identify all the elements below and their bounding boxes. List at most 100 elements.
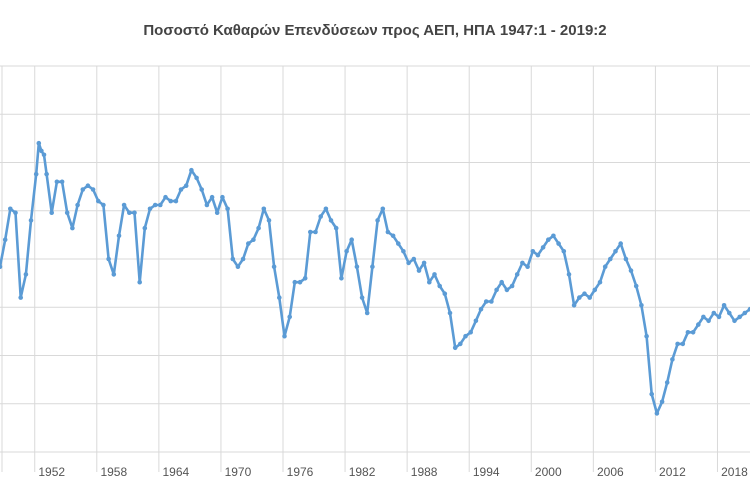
data-point (364, 310, 370, 316)
data-point (483, 299, 489, 304)
data-point (690, 330, 696, 335)
data-point (499, 279, 505, 285)
data-point (633, 283, 639, 289)
data-point (96, 198, 101, 204)
data-point (277, 295, 282, 300)
data-point (39, 148, 44, 154)
data-point (54, 179, 60, 185)
x-tick-label: 2000 (535, 465, 562, 479)
data-point (2, 237, 8, 242)
data-point (489, 299, 494, 304)
data-point (473, 318, 479, 324)
data-point (230, 256, 236, 262)
x-tick-label: 1988 (411, 465, 438, 479)
data-point (147, 206, 153, 212)
x-tick-label: 1964 (163, 465, 190, 479)
data-point (504, 287, 510, 293)
data-point (509, 283, 515, 289)
data-point (328, 218, 334, 223)
data-point (478, 306, 484, 312)
data-point (323, 206, 329, 212)
data-point (494, 287, 499, 293)
x-tick-label: 1982 (349, 465, 376, 479)
data-point (59, 179, 65, 185)
data-point (33, 171, 39, 177)
data-point (721, 303, 727, 308)
data-point (401, 249, 406, 254)
data-point (271, 264, 277, 270)
data-point (659, 399, 665, 405)
data-point (427, 279, 432, 285)
data-point (452, 345, 458, 351)
data-point (49, 210, 54, 215)
data-point (535, 252, 541, 258)
data-point (520, 260, 525, 266)
data-point (339, 276, 344, 281)
data-point (121, 202, 127, 208)
data-point (644, 333, 649, 339)
data-point (675, 341, 680, 347)
data-point (292, 279, 298, 285)
data-point (582, 291, 587, 297)
data-point (152, 202, 158, 208)
data-point (225, 206, 230, 212)
data-point (64, 210, 70, 215)
chart-title: Ποσοστό Καθαρών Επενδύσεων προς ΑΕΠ, ΗΠΑ… (143, 22, 607, 39)
data-point (240, 256, 246, 262)
data-point (380, 206, 386, 212)
data-point (302, 276, 308, 281)
data-point (163, 194, 168, 200)
data-point (530, 249, 536, 254)
data-point (235, 264, 241, 270)
data-point (204, 202, 210, 208)
data-point (333, 225, 339, 231)
data-point (608, 256, 613, 262)
gridlines (0, 65, 750, 472)
data-point (194, 175, 199, 181)
series-line-group (0, 141, 750, 415)
data-point (375, 218, 380, 223)
data-point (613, 249, 618, 254)
data-point (525, 264, 530, 270)
data-point (463, 333, 468, 339)
data-point (344, 249, 349, 254)
data-point (416, 268, 422, 273)
data-point (421, 260, 427, 266)
x-tick-label: 1952 (38, 465, 65, 479)
data-point (13, 210, 18, 215)
data-point (287, 314, 293, 320)
data-point (571, 303, 577, 308)
data-point (127, 210, 132, 215)
x-tick-label: 1970 (225, 465, 252, 479)
data-point (546, 237, 551, 242)
data-point (199, 187, 204, 192)
data-point (468, 330, 474, 335)
x-tick-label: 1958 (100, 465, 127, 479)
data-point (737, 314, 742, 320)
series-line (0, 141, 750, 415)
data-point (178, 187, 184, 192)
data-point (587, 295, 592, 300)
data-point (214, 210, 220, 215)
data-point (137, 279, 142, 285)
data-point (116, 233, 122, 239)
data-point (390, 233, 396, 239)
data-point (639, 303, 644, 308)
series-markers (0, 140, 750, 416)
data-point (442, 291, 448, 297)
data-point (618, 241, 623, 246)
data-point (70, 225, 75, 231)
data-point (432, 272, 437, 277)
data-point (602, 264, 608, 270)
data-point (90, 187, 96, 192)
data-point (670, 357, 675, 362)
data-point (685, 330, 691, 335)
x-tick-label: 2012 (659, 465, 686, 479)
data-point (396, 241, 401, 246)
data-point (742, 310, 748, 316)
data-point (297, 279, 303, 285)
data-point (664, 380, 670, 385)
data-point (577, 295, 582, 300)
data-point (183, 183, 189, 188)
